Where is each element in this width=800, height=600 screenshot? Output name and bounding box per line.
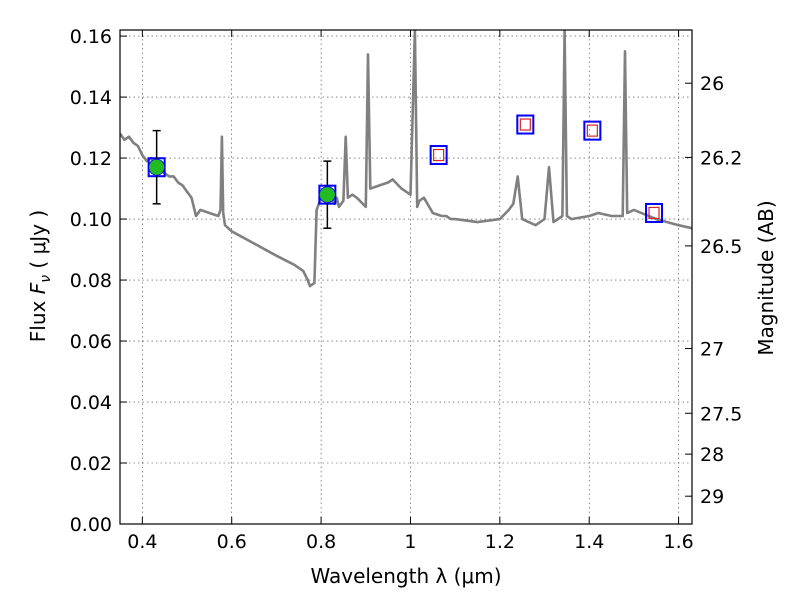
upper-limit-point <box>519 118 531 131</box>
upper-limit-box <box>645 202 664 223</box>
x-tick-label: 1 <box>404 531 416 553</box>
upper-limit-point <box>648 206 660 220</box>
x-tick-label: 0.4 <box>127 531 157 553</box>
y-axis-label-symbol: F <box>26 282 50 294</box>
magnitude-tick-label: 27.5 <box>700 403 742 425</box>
x-tick-label: 1.6 <box>663 531 693 553</box>
upper-limit-box <box>516 114 535 135</box>
upper-limit-box <box>583 120 602 141</box>
y-tick-label: 0.14 <box>70 87 112 109</box>
right-axis-label: Magnitude (AB) <box>754 200 778 355</box>
model-spectrum-line <box>120 30 692 288</box>
y-axis-label-subscript: ν <box>38 275 54 283</box>
detection-point <box>148 158 166 176</box>
axis-ticks: 0.4 0.6 0.8 1 1.2 1.4 1.6 0.00 0.02 0.04 0.06 0.08 0… <box>70 26 743 553</box>
y-tick-label: 0.06 <box>70 331 112 353</box>
photometry-points <box>147 114 664 229</box>
upper-limit-point <box>433 148 445 162</box>
y-tick-label: 0.02 <box>70 453 112 475</box>
y-tick-label: 0.10 <box>70 209 112 231</box>
magnitude-tick-label: 26 <box>700 73 724 95</box>
y-tick-label: 0.12 <box>70 148 112 170</box>
magnitude-tick-label: 27 <box>700 339 724 361</box>
upper-limit-point <box>586 124 598 137</box>
x-tick-label: 0.6 <box>217 531 247 553</box>
grid-lines <box>120 30 692 524</box>
y-tick-label: 0.16 <box>70 26 112 48</box>
plot-frame <box>119 29 693 525</box>
x-tick-label: 1.4 <box>574 531 604 553</box>
x-tick-label: 1.2 <box>485 531 515 553</box>
y-axis-label-suffix: ( μJy ) <box>26 210 50 275</box>
magnitude-tick-label: 26.2 <box>700 147 742 169</box>
y-tick-label: 0.00 <box>70 514 112 536</box>
magnitude-tick-label: 26.5 <box>700 236 742 258</box>
model-spectrum-series <box>120 30 692 288</box>
y-tick-label: 0.04 <box>70 392 112 414</box>
y-tick-label: 0.08 <box>70 270 112 292</box>
x-axis-label: Wavelength λ (μm) <box>310 564 501 588</box>
y-axis-label: Flux Fν ( μJy ) <box>26 210 54 342</box>
upper-limit-box <box>429 145 448 166</box>
magnitude-tick-label: 29 <box>700 486 724 508</box>
y-axis-label-prefix: Flux <box>26 294 50 342</box>
magnitude-tick-label: 28 <box>700 444 724 466</box>
x-tick-label: 0.8 <box>306 531 336 553</box>
detection-point <box>318 186 336 204</box>
